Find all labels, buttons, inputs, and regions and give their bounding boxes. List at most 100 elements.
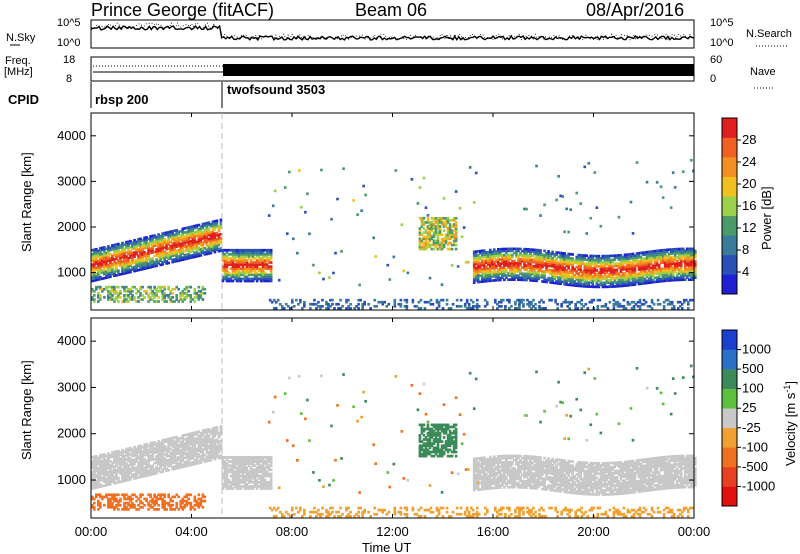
power-cell: [131, 296, 134, 299]
velocity-cell: [105, 458, 108, 462]
power-cell: [645, 275, 649, 279]
power-cell: [135, 250, 138, 254]
power-cell: [519, 251, 522, 255]
velocity-cell: [249, 480, 253, 484]
power-cell: [555, 275, 558, 279]
power-cell: [139, 258, 142, 261]
velocity-cell: [239, 485, 243, 488]
power-cell: [509, 253, 512, 257]
power-cell: [515, 247, 518, 251]
velocity-cell: [113, 505, 116, 509]
power-cell: [593, 279, 597, 283]
power-cell: [555, 198, 558, 202]
power-cell: [325, 300, 328, 304]
power-cell: [569, 279, 572, 283]
power-cell: [265, 263, 269, 266]
power-cell: [671, 256, 675, 259]
power-cell: [579, 202, 583, 205]
power-cell: [231, 257, 235, 260]
power-cell: [165, 243, 168, 247]
power-cell: [637, 260, 641, 263]
power-cell: [679, 274, 683, 277]
power-cell: [109, 261, 112, 264]
power-cell: [201, 285, 205, 289]
power-cell: [653, 258, 657, 261]
power-cell: [541, 276, 544, 279]
velocity-cell: [141, 458, 144, 462]
power-cell: [495, 274, 498, 278]
power-cell: [567, 254, 570, 258]
velocity-cell: [137, 469, 140, 473]
power-cell: [637, 282, 641, 286]
velocity-cell: [99, 476, 102, 480]
power-cell: [587, 268, 591, 272]
velocity-cell: [135, 455, 138, 459]
power-cell: [103, 268, 106, 272]
velocity-cell: [251, 485, 255, 488]
velocity-cell: [91, 483, 94, 486]
power-cell: [638, 298, 642, 302]
power-cell: [577, 268, 581, 271]
velocity-cell: [125, 501, 128, 505]
power-cell: [454, 223, 458, 226]
power-cell: [123, 289, 126, 293]
velocity-cell: [235, 487, 239, 490]
power-cell: [191, 227, 195, 230]
velocity-cell: [181, 453, 185, 456]
power-cell: [446, 241, 450, 245]
velocity-cell: [159, 441, 162, 445]
velocity-cell: [197, 461, 201, 465]
power-cell: [257, 259, 261, 262]
power-cell: [253, 275, 257, 279]
power-cell: [454, 227, 458, 230]
power-cell: [157, 241, 160, 245]
power-cell: [694, 259, 697, 263]
power-cell: [523, 207, 526, 211]
power-cell: [545, 258, 548, 261]
velocity-cell: [187, 432, 191, 436]
power-cell: [480, 253, 484, 257]
noise-sky-trace: [90, 24, 695, 42]
power-cell: [657, 265, 661, 269]
power-cell: [587, 275, 591, 278]
power-cell: [633, 256, 637, 260]
velocity-cell: [91, 470, 94, 474]
velocity-cell: [101, 463, 104, 467]
power-cell: [129, 268, 132, 272]
power-cell: [617, 256, 621, 259]
power-cell: [635, 252, 639, 255]
power-cell: [533, 252, 536, 256]
power-cell: [527, 250, 530, 253]
power-cell: [127, 244, 130, 248]
power-cell: [141, 247, 144, 250]
power-cell: [249, 261, 253, 264]
velocity-cell: [247, 474, 251, 478]
power-cell: [583, 256, 587, 259]
power-cell: [538, 304, 541, 308]
power-cell: [267, 279, 271, 283]
power-cell: [647, 250, 651, 254]
power-cell: [101, 256, 104, 260]
velocity-cell: [165, 458, 168, 462]
velocity-cell: [131, 497, 134, 501]
power-cell: [517, 261, 520, 265]
power-cell: [685, 249, 689, 253]
power-cell: [471, 304, 475, 308]
power-cell: [243, 267, 247, 271]
velocity-cell: [147, 503, 150, 507]
power-cell: [197, 285, 201, 289]
power-cell: [507, 274, 510, 277]
power-cell: [169, 252, 172, 256]
power-cell: [551, 281, 554, 285]
power-cell: [641, 251, 645, 255]
power-cell: [195, 224, 199, 227]
power-cell: [135, 242, 138, 246]
power-cell: [179, 252, 183, 256]
power-cell: [605, 277, 609, 280]
power-cell: [251, 261, 255, 264]
power-cell: [223, 269, 227, 273]
velocity-cell: [175, 444, 179, 447]
power-cell: [137, 264, 140, 268]
power-cell: [197, 234, 201, 237]
velocity-cell: [113, 459, 116, 462]
